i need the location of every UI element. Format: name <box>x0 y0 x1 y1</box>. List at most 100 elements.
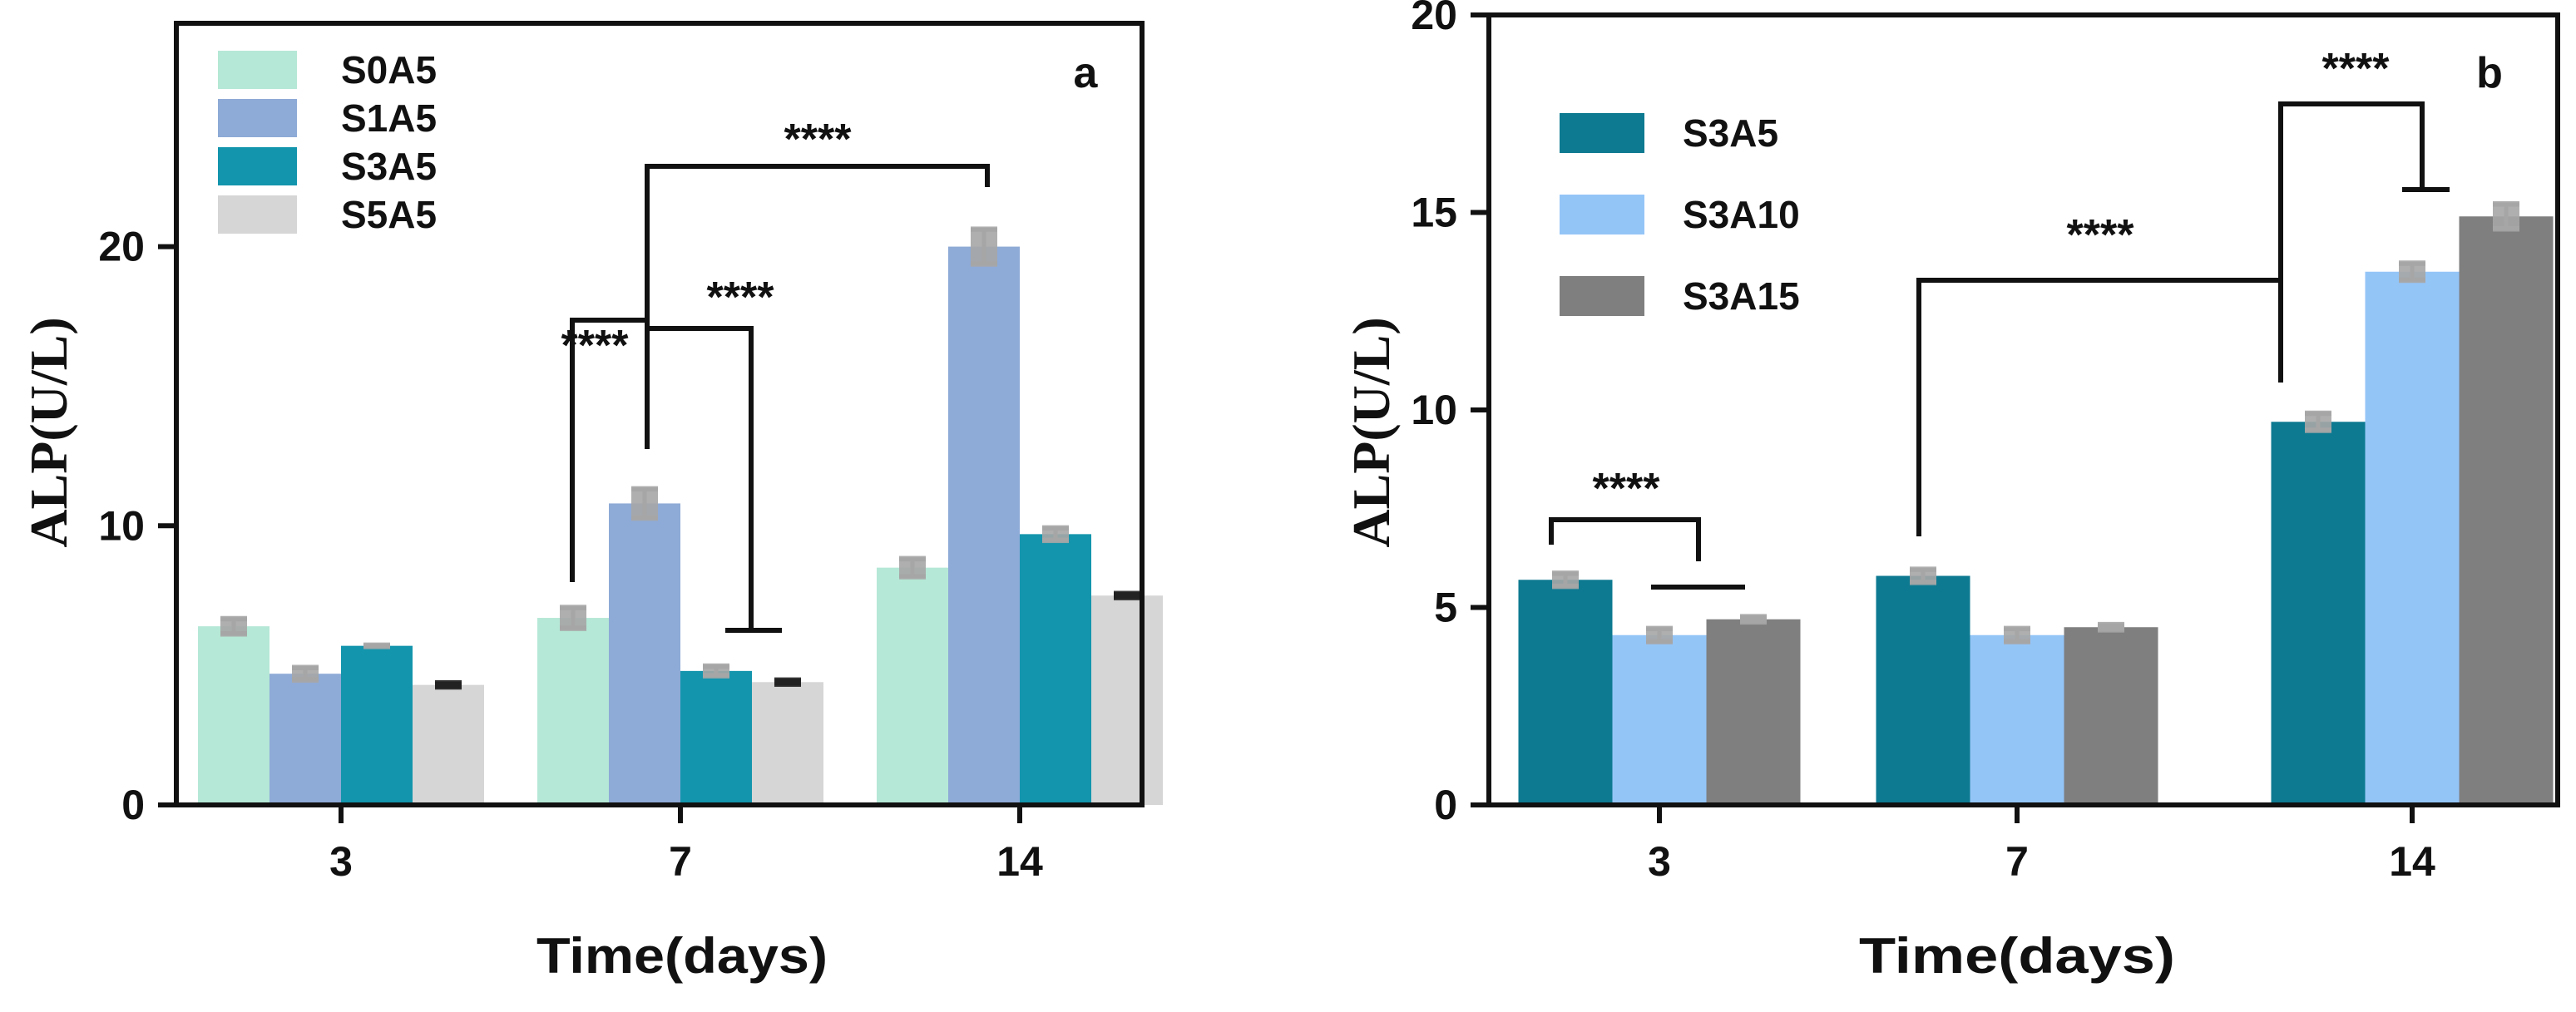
x-ticks-a: 3 7 14 <box>329 805 1043 885</box>
bar-b-s3a5-day14 <box>2271 422 2366 805</box>
chart-panel-b: **** **** **** 0 5 10 15 20 3 7 14 S3A5 S3A10 S3A1… <box>1342 0 2560 984</box>
bar-a-s1a5-day3 <box>269 674 341 805</box>
error-bar-b-s3a5-day3 <box>1552 570 1579 590</box>
bar-a-s5a5-day3 <box>413 684 484 805</box>
error-bar-a-s1a5-day3 <box>292 664 319 683</box>
error-bar-a-s5a5-day14 <box>1114 590 1140 600</box>
bar-a-s0a5-day14 <box>877 567 948 805</box>
error-bar-b-s3a15-day3 <box>1740 614 1767 625</box>
error-bar-b-s3a10-day7 <box>2004 625 2030 644</box>
legend-label-b-s3a5: S3A5 <box>1683 111 1778 155</box>
bar-a-s0a5-day3 <box>198 626 269 805</box>
error-bar-a-s3a5-day7 <box>703 663 729 679</box>
y-tick-label-b-5: 5 <box>1434 585 1457 631</box>
legend-label-b-s3a15: S3A15 <box>1683 274 1800 318</box>
error-bar-b-s3a5-day7 <box>1910 566 1936 585</box>
bar-a-s3a5-day14 <box>1020 534 1091 805</box>
x-tick-label-b-3: 3 <box>1648 838 1671 885</box>
x-tick-label-a-3: 3 <box>329 838 353 885</box>
error-bar-a-s0a5-day3 <box>220 615 247 637</box>
legend-item-b-s3a10: S3A10 <box>1560 193 1800 236</box>
significance-brackets-a: **** **** **** <box>561 116 990 633</box>
legend-label-a-s0a5: S0A5 <box>341 48 437 91</box>
error-bar-a-s0a5-day14 <box>899 555 926 580</box>
x-ticks-b: 3 7 14 <box>1648 805 2435 885</box>
bar-a-s5a5-day7 <box>752 682 823 805</box>
bar-a-s3a5-day3 <box>341 645 413 805</box>
bars-b <box>1518 216 2554 805</box>
bar-a-s1a5-day7 <box>609 503 680 805</box>
legend-swatch-a-s3a5 <box>218 147 297 185</box>
legend-label-a-s5a5: S5A5 <box>341 193 437 236</box>
y-ticks-b: 0 5 10 15 20 <box>1411 0 1489 828</box>
legend-item-b-s3a5: S3A5 <box>1560 111 1778 155</box>
error-bar-a-s1a5-day7 <box>631 486 658 521</box>
x-tick-label-b-14: 14 <box>2389 838 2435 885</box>
error-bar-b-s3a10-day3 <box>1646 625 1673 644</box>
y-tick-label-b-20: 20 <box>1411 0 1457 38</box>
significance-bracket-b-2: **** <box>1916 211 2283 536</box>
y-tick-label-b-10: 10 <box>1411 387 1457 433</box>
legend-swatch-b-s3a15 <box>1560 276 1644 316</box>
significance-bracket-a-3: **** <box>647 274 782 633</box>
legend-b: S3A5 S3A10 S3A15 <box>1560 111 1800 318</box>
axes-a <box>174 21 1145 807</box>
panel-label-b: b <box>2476 49 2503 97</box>
x-axis-title-a: Time(days) <box>536 928 828 984</box>
error-bar-a-s5a5-day7 <box>774 677 801 687</box>
significance-brackets-b: **** **** **** <box>1549 45 2450 590</box>
significance-bracket-a-1: **** <box>561 318 650 582</box>
bar-b-s3a15-day3 <box>1706 619 1801 805</box>
legend-item-a-s3a5: S3A5 <box>218 145 437 188</box>
legend-swatch-a-s1a5 <box>218 99 297 137</box>
significance-label-a-1: **** <box>561 322 630 370</box>
bar-b-s3a15-day7 <box>2064 627 2158 805</box>
y-axis-title-a: ALP(U/L) <box>19 317 78 547</box>
panel-label-a: a <box>1074 49 1099 97</box>
plot-frame-a <box>174 21 1145 807</box>
significance-bracket-b-1: **** <box>1549 465 1745 590</box>
bar-b-s3a5-day7 <box>1876 575 1970 805</box>
bar-a-s0a5-day7 <box>537 618 609 805</box>
legend-item-a-s1a5: S1A5 <box>218 96 437 140</box>
bar-b-s3a5-day3 <box>1518 580 1613 805</box>
error-bar-a-s5a5-day3 <box>435 679 462 690</box>
significance-label-a-3: **** <box>707 274 775 322</box>
y-tick-label-a-0: 0 <box>121 782 145 828</box>
legend-label-b-s3a10: S3A10 <box>1683 193 1800 236</box>
significance-bracket-a-2: **** <box>645 116 990 324</box>
error-bars-a <box>220 226 1140 690</box>
bar-b-s3a10-day3 <box>1612 634 1707 805</box>
bar-b-s3a15-day14 <box>2459 216 2554 805</box>
y-tick-label-a-20: 20 <box>98 224 145 270</box>
chart-panel-a: **** **** **** 0 10 20 3 7 14 S0A5 S1A5 S3A5 S5A5… <box>19 21 1163 984</box>
legend-swatch-a-s0a5 <box>218 51 297 89</box>
x-tick-label-a-14: 14 <box>996 838 1043 885</box>
bar-a-s5a5-day14 <box>1091 595 1163 805</box>
legend-swatch-a-s5a5 <box>218 195 297 234</box>
error-bar-a-s3a5-day14 <box>1042 525 1069 544</box>
legend-item-a-s0a5: S0A5 <box>218 48 437 91</box>
legend-item-b-s3a15: S3A15 <box>1560 274 1800 318</box>
y-ticks-a: 0 10 20 <box>98 224 176 828</box>
significance-label-b-1: **** <box>1593 465 1661 513</box>
legend-label-a-s1a5: S1A5 <box>341 96 437 140</box>
x-tick-label-b-7: 7 <box>2005 838 2029 885</box>
y-tick-label-b-15: 15 <box>1411 190 1457 236</box>
significance-label-b-3: **** <box>2322 45 2391 93</box>
error-bar-a-s1a5-day14 <box>971 226 997 267</box>
y-tick-label-a-10: 10 <box>98 502 145 549</box>
y-axis-title-b: ALP(U/L) <box>1342 317 1401 547</box>
error-bar-a-s3a5-day3 <box>363 642 390 649</box>
significance-label-b-2: **** <box>2067 211 2135 259</box>
legend-swatch-b-s3a5 <box>1560 113 1644 153</box>
x-tick-label-a-7: 7 <box>669 838 692 885</box>
y-tick-label-b-0: 0 <box>1434 782 1457 828</box>
error-bars-b <box>1552 201 2519 644</box>
legend-item-a-s5a5: S5A5 <box>218 193 437 236</box>
error-bar-b-s3a5-day14 <box>2305 410 2331 433</box>
error-bar-a-s0a5-day7 <box>560 605 586 631</box>
x-axis-title-b: Time(days) <box>1859 928 2175 984</box>
bar-a-s3a5-day7 <box>680 670 752 805</box>
